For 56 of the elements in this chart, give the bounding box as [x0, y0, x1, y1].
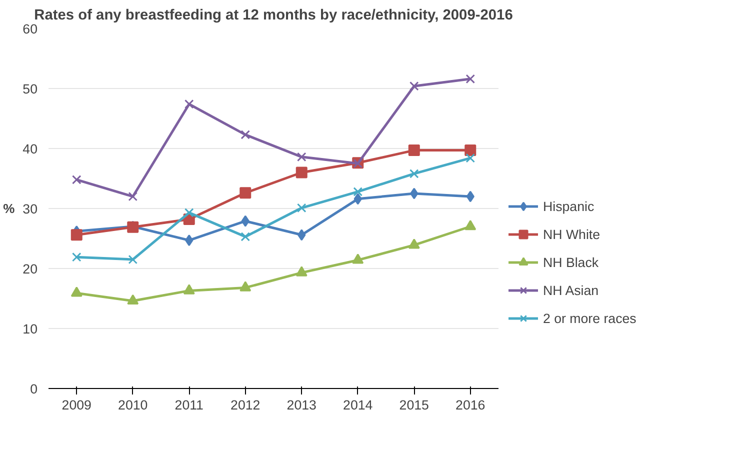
point	[408, 144, 420, 156]
point	[409, 81, 419, 91]
point	[70, 229, 82, 241]
point	[352, 254, 364, 264]
point	[464, 144, 476, 156]
x-tick-label: 2014	[343, 398, 374, 412]
point	[128, 254, 138, 264]
legend-label: NH Asian	[543, 282, 599, 298]
point	[127, 294, 139, 305]
point	[466, 153, 476, 163]
legend-label: NH Black	[543, 254, 599, 270]
point	[466, 190, 474, 202]
legend-label: NH White	[543, 226, 600, 242]
point	[296, 266, 308, 276]
x-tick-label: 2009	[62, 398, 92, 412]
point	[296, 166, 308, 178]
y-tick-label: 60	[22, 22, 38, 36]
y-tick-label: 20	[22, 262, 38, 276]
y-tick-label: 30	[22, 202, 38, 216]
point	[72, 175, 82, 184]
point	[298, 229, 306, 241]
x-tick-label: 2013	[286, 398, 316, 412]
point	[128, 192, 138, 202]
point	[354, 193, 362, 205]
point	[353, 187, 363, 196]
legend-label: 2 or more races	[543, 310, 636, 326]
point	[185, 234, 194, 246]
point	[241, 215, 250, 227]
point	[240, 130, 250, 140]
y-tick-label: 50	[22, 82, 38, 96]
y-tick-label: 40	[22, 142, 38, 156]
point	[70, 286, 82, 297]
point	[409, 169, 419, 178]
point	[466, 74, 476, 84]
point	[464, 220, 476, 230]
x-tick-label: 2015	[399, 398, 429, 412]
x-tick-label: 2016	[456, 398, 486, 412]
point	[296, 203, 306, 213]
point	[296, 152, 306, 162]
point	[408, 238, 420, 249]
y-tick-label: 0	[30, 382, 38, 396]
legend-label: Hispanic	[543, 198, 594, 214]
point	[240, 232, 250, 242]
x-tick-label: 2011	[174, 398, 204, 412]
y-axis-title: %	[3, 201, 16, 216]
point	[184, 208, 194, 218]
point	[184, 99, 194, 109]
x-tick-label: 2010	[118, 398, 148, 412]
point	[240, 281, 252, 292]
chart-title: Rates of any breastfeeding at 12 months by race/ethnicity, 2009-2016	[34, 8, 513, 24]
x-tick-label: 2012	[230, 398, 260, 412]
point	[240, 187, 252, 199]
point	[183, 284, 195, 294]
point	[410, 188, 418, 200]
point	[72, 252, 82, 262]
y-tick-label: 10	[22, 322, 38, 336]
